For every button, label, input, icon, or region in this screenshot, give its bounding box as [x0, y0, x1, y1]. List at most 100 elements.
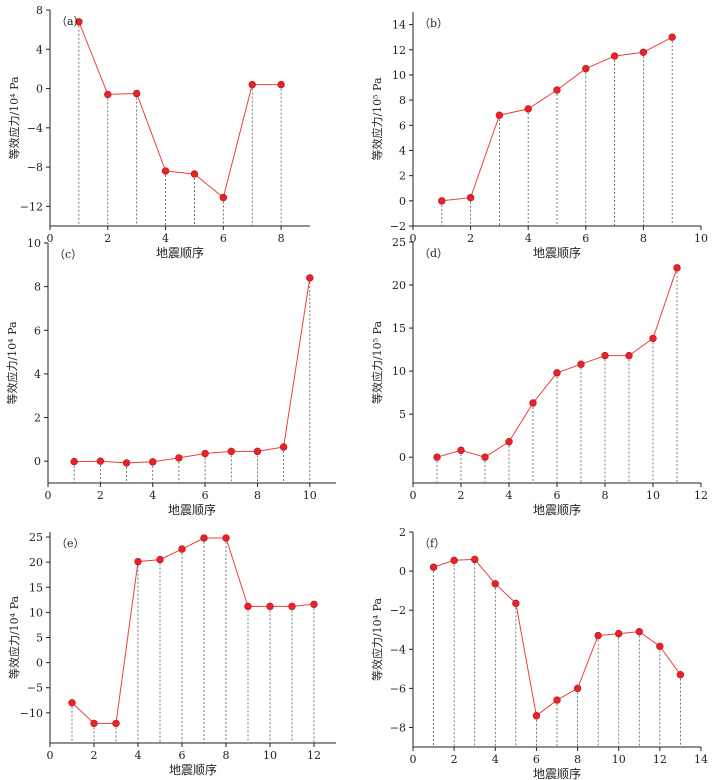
- data-point: [112, 719, 120, 728]
- data-point: [134, 557, 142, 566]
- x-tick-label: 6: [220, 232, 227, 245]
- data-point: [524, 105, 532, 113]
- data-point: [512, 599, 520, 608]
- chart-panel-a: −12 −8 −4 0 4 8 0 2 4 6 8 （a） 地震顺序 等效应力/10⁴ Pa: [7, 4, 310, 260]
- y-tick-label: 6: [399, 119, 406, 132]
- x-tick-label: 2: [97, 489, 104, 502]
- data-point: [438, 197, 446, 205]
- x-tick-label: 0: [45, 489, 52, 502]
- data-point: [310, 600, 318, 609]
- y-tick-label: 14: [392, 19, 406, 32]
- x-tick-label: 0: [410, 489, 417, 502]
- data-point: [553, 86, 561, 94]
- x-tick-label: 2: [104, 232, 111, 245]
- x-tick-label: 6: [554, 489, 561, 502]
- data-point: [582, 64, 590, 73]
- y-tick-label: 15: [29, 581, 43, 594]
- data-point: [656, 642, 664, 651]
- data-point: [625, 351, 633, 360]
- y-axis-title: 等效应力/10⁴ Pa: [5, 321, 19, 405]
- y-tick-label: 10: [392, 365, 406, 378]
- y-axis-title: 等效应力/10⁵ Pa: [370, 77, 384, 161]
- y-axis-title: 等效应力/10⁴ Pa: [370, 598, 384, 682]
- data-point: [75, 18, 83, 26]
- data-point: [68, 699, 76, 707]
- x-axis-title: 地震顺序: [168, 502, 216, 517]
- y-tick-label: 15: [392, 322, 406, 335]
- x-tick-label: 6: [533, 753, 540, 766]
- y-tick-label: 0: [399, 195, 406, 208]
- y-tick-label: 25: [392, 236, 406, 249]
- data-point: [673, 264, 681, 272]
- data-point: [635, 627, 643, 636]
- x-tick-label: 12: [307, 749, 321, 762]
- data-point: [601, 351, 609, 360]
- data-point: [219, 193, 228, 202]
- y-tick-label: 20: [29, 556, 43, 569]
- y-tick-label: −6: [390, 682, 406, 695]
- y-tick-label: −8: [27, 161, 43, 174]
- data-point: [277, 80, 285, 89]
- chart-panel-f: −8 −6 −4 −2 0 2 0 2 4 6 8 10 12 14 （f） 地震顺序 等效应力/10⁴ Pa: [370, 526, 708, 780]
- y-tick-label: 6: [34, 324, 41, 337]
- x-tick-label: 4: [149, 489, 156, 502]
- data-point: [288, 602, 296, 611]
- y-tick-label: 8: [36, 4, 43, 17]
- data-point: [122, 459, 131, 467]
- data-point: [450, 556, 458, 565]
- data-point: [190, 170, 199, 178]
- x-tick-label: 6: [582, 232, 589, 245]
- series-line: [74, 277, 311, 464]
- data-point: [532, 712, 541, 720]
- y-tick-label: 10: [29, 606, 43, 619]
- x-axis-title: 地震顺序: [533, 245, 581, 260]
- x-tick-label: 12: [653, 753, 667, 766]
- data-point: [466, 193, 475, 202]
- x-tick-label: 0: [47, 232, 54, 245]
- chart-panel-e: −10 −5 0 5 10 15 20 25 0 2 4 6 8 10 12 （e） 地震顺序 等效应力/10⁴ …: [7, 531, 336, 777]
- data-point: [90, 719, 98, 728]
- data-point: [149, 458, 157, 466]
- x-tick-label: 12: [694, 489, 708, 502]
- y-tick-label: 25: [29, 531, 43, 544]
- data-point: [244, 602, 252, 611]
- x-tick-label: 4: [506, 489, 513, 502]
- data-point: [279, 443, 288, 451]
- y-tick-label: −5: [27, 682, 43, 695]
- data-point: [96, 457, 105, 465]
- y-tick-label: −2: [390, 220, 406, 233]
- x-tick-label: 8: [574, 753, 581, 766]
- y-tick-label: 10: [392, 69, 406, 82]
- data-point: [175, 454, 183, 462]
- data-point: [615, 629, 623, 638]
- series-line: [436, 267, 678, 458]
- x-axis-title: 地震顺序: [156, 245, 204, 260]
- data-point: [505, 437, 513, 446]
- x-tick-label: 8: [640, 232, 647, 245]
- chart-panel-b: −2 0 2 4 6 8 10 12 14 0 2 4 6 8 10 （b） 地震顺序 等效应力/10⁵ Pa: [370, 12, 708, 260]
- data-point: [200, 534, 208, 542]
- data-point: [577, 360, 585, 368]
- y-tick-label: 0: [399, 451, 406, 464]
- data-point: [529, 399, 537, 407]
- y-axis-title: 等效应力/10⁴ Pa: [7, 596, 21, 680]
- x-tick-label: 2: [451, 753, 458, 766]
- x-tick-label: 4: [135, 749, 142, 762]
- y-tick-label: 0: [399, 565, 406, 578]
- data-point: [156, 555, 164, 564]
- y-tick-label: 5: [399, 408, 406, 421]
- data-point: [201, 449, 209, 458]
- y-tick-label: 4: [399, 144, 406, 157]
- y-tick-label: 4: [34, 368, 41, 381]
- y-tick-label: 2: [399, 170, 406, 183]
- data-point: [491, 580, 499, 588]
- series-line: [71, 537, 315, 724]
- y-tick-label: 0: [36, 657, 43, 670]
- y-tick-label: 10: [27, 237, 41, 250]
- panel-label: （a）: [56, 15, 85, 28]
- data-point: [676, 670, 685, 679]
- x-tick-label: 10: [646, 489, 660, 502]
- panel-label: （f）: [419, 537, 445, 550]
